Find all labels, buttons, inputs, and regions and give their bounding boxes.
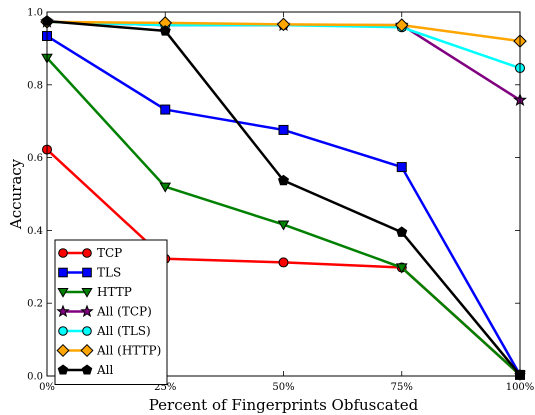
- legend-marker: [58, 326, 68, 336]
- legend-marker: [81, 364, 93, 375]
- legend-label: All (HTTP): [96, 344, 161, 358]
- series-all-http: [40, 15, 527, 48]
- legend-item-all-tls: All (TLS): [58, 324, 151, 338]
- legend-label: All: [96, 363, 114, 377]
- y-tick-label: 0.0: [27, 372, 43, 383]
- legend-marker: [58, 267, 68, 278]
- series-all: [41, 15, 526, 380]
- x-tick-label: 50%: [272, 382, 294, 393]
- data-point-all-http: [394, 18, 409, 32]
- legend-marker: [82, 326, 92, 336]
- data-point-all: [396, 226, 408, 237]
- legend-marker: [82, 267, 92, 278]
- data-point-all-http: [276, 17, 291, 32]
- legend-item-http: HTTP: [57, 285, 132, 299]
- data-point-tls: [160, 104, 171, 115]
- series-line-all-tcp: [46, 20, 521, 102]
- legend-item-all-tcp: All (TCP): [56, 304, 152, 319]
- data-point-tls: [396, 162, 407, 173]
- y-tick-label: 0.8: [27, 80, 43, 91]
- x-axis-label: Percent of Fingerprints Obfuscated: [149, 396, 419, 414]
- legend-item-tls: TLS: [58, 266, 121, 280]
- legend-marker: [56, 343, 70, 358]
- legend-marker: [56, 304, 70, 318]
- x-tick-label: 75%: [391, 382, 413, 393]
- data-point-http: [277, 220, 290, 231]
- x-tick-label: 0%: [39, 382, 55, 393]
- data-point-tls: [278, 124, 289, 135]
- data-point-http: [395, 263, 408, 274]
- legend-marker: [80, 304, 94, 318]
- legend-marker: [82, 248, 92, 258]
- legend-marker: [81, 288, 93, 298]
- x-tick-label: 100%: [506, 382, 535, 393]
- y-tick-label: 0.2: [27, 299, 43, 310]
- y-tick-label: 1.0: [27, 8, 43, 19]
- legend-marker: [58, 248, 68, 258]
- y-tick-label: 0.6: [27, 153, 43, 164]
- legend-label: All (TCP): [96, 305, 152, 319]
- data-point-http: [159, 182, 172, 193]
- y-tick-label: 0.4: [27, 226, 43, 237]
- x-tick-label: 25%: [154, 382, 176, 393]
- legend-marker: [57, 288, 69, 298]
- ticks-layer: 0% 25% 50% 75% 100% 0.0 0.2 0.4 0.6 0.8 1.0: [27, 8, 534, 394]
- legend-label: TCP: [97, 246, 122, 260]
- legend-item-all-http: All (HTTP): [56, 343, 161, 358]
- y-axis-label: Accuracy: [7, 158, 25, 230]
- series-layer: [40, 14, 527, 381]
- legend-label: TLS: [97, 266, 121, 280]
- data-point-all: [277, 174, 290, 186]
- data-point-all: [159, 25, 171, 36]
- legend: TCP TLS HTTP All (TCP) All (TLS) All (HTTP) Al…: [54, 239, 168, 385]
- legend-marker: [57, 364, 69, 375]
- legend-item-tcp: TCP: [58, 246, 122, 260]
- legend-item-all: All: [57, 363, 114, 377]
- legend-marker: [80, 343, 94, 358]
- legend-label: All (TLS): [96, 324, 151, 338]
- data-point-tcp: [278, 257, 289, 268]
- legend-label: HTTP: [97, 285, 132, 299]
